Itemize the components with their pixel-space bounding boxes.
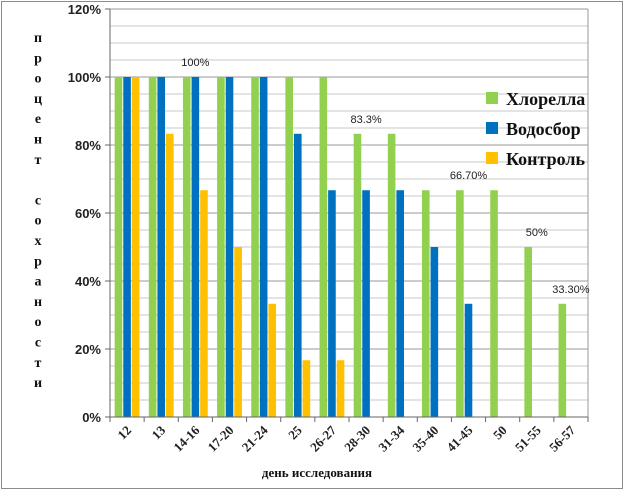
y-axis-label-glyph: ц: [34, 92, 42, 107]
y-tick-label: 60%: [75, 206, 101, 221]
x-tick-label: 26-27: [307, 422, 339, 454]
x-tick-label: 12: [114, 423, 134, 443]
x-tick-label: 28-30: [341, 423, 373, 455]
bar: [464, 303, 473, 417]
bar: [131, 77, 140, 417]
bar: [387, 133, 396, 417]
data-annotation: 33.30%: [552, 284, 590, 296]
y-axis-label-glyph: р: [34, 51, 42, 66]
legend-entry: Водосбор: [506, 119, 581, 139]
y-axis-label-glyph: е: [35, 112, 41, 127]
x-tick-label: 41-45: [444, 422, 476, 454]
bar: [166, 133, 174, 417]
x-tick-labels: 12 13 14-16 17-20 21-24 25 26-27 28-30 31-34 35-4…: [114, 422, 578, 454]
x-tick-label: 13: [149, 422, 169, 442]
gridlines: [110, 8, 589, 418]
y-axis-label-glyph: и: [34, 376, 42, 391]
x-tick-label: 56-57: [546, 422, 578, 454]
bar: [191, 77, 200, 417]
bar: [362, 190, 370, 417]
axes: [105, 8, 589, 422]
y-tick-labels: 0% 20% 40% 60% 80% 100% 120%: [68, 2, 102, 425]
y-tick-label: 80%: [75, 138, 101, 153]
legend-swatch: [486, 152, 498, 164]
y-axis-label-glyph: о: [35, 214, 42, 229]
x-tick-label: 51-55: [512, 422, 544, 454]
bar: [396, 190, 405, 417]
bar: [456, 190, 464, 417]
bar: [268, 303, 277, 417]
data-annotation: 100%: [181, 57, 209, 69]
bar: [430, 247, 439, 417]
x-tick-label: 17-20: [205, 423, 237, 455]
x-tick-label: 21-24: [239, 422, 271, 454]
bar: [302, 360, 311, 417]
y-axis-label-glyph: п: [34, 31, 42, 46]
data-annotation: 66.70%: [450, 170, 488, 182]
legend: Хлорелла Водосбор Контроль: [486, 89, 585, 169]
bar: [234, 247, 242, 417]
x-tick-label: 14-16: [170, 422, 202, 454]
bar: [259, 77, 268, 417]
x-tick-label: 35-40: [409, 423, 441, 455]
bar: [328, 190, 336, 417]
y-axis-label-glyph: н: [34, 295, 42, 310]
y-axis-label-glyph: т: [35, 153, 42, 168]
legend-entry: Хлорелла: [506, 89, 585, 109]
bar: [293, 133, 302, 417]
bar: [490, 190, 498, 417]
bar: [319, 77, 328, 417]
y-tick-label: 20%: [75, 342, 101, 357]
bar: [157, 77, 166, 417]
bar: [558, 303, 567, 417]
y-axis-label-glyph: о: [35, 315, 42, 330]
bar: [421, 190, 430, 417]
data-annotation: 50%: [526, 227, 548, 239]
bar: [251, 77, 259, 417]
y-axis-label-glyph: о: [35, 72, 42, 87]
y-tick-label: 40%: [75, 274, 101, 289]
x-tick-label: 31-34: [375, 422, 407, 454]
bar: [123, 77, 131, 417]
y-axis-label-glyph: х: [35, 234, 42, 249]
y-axis-label-glyph: т: [35, 356, 42, 371]
bar: [200, 190, 208, 417]
bar: [524, 247, 532, 417]
legend-swatch: [486, 122, 498, 134]
x-tick-label: 25: [285, 422, 305, 442]
bars: [114, 77, 567, 417]
y-axis-label-glyph: а: [35, 275, 42, 290]
bar: [285, 77, 293, 417]
y-tick-label: 0%: [82, 410, 101, 425]
bar: [336, 360, 345, 417]
x-tick-label: 50: [490, 423, 510, 443]
data-annotation: 83.3%: [350, 114, 381, 126]
y-axis-label-glyph: р: [34, 254, 42, 269]
annotations: 100% 83.3% 66.70% 50% 33.30%: [181, 57, 590, 296]
bar: [225, 77, 234, 417]
bar: [148, 77, 157, 417]
bar: [217, 77, 225, 417]
y-axis-label-glyph: с: [35, 336, 41, 351]
y-tick-label: 100%: [68, 70, 102, 85]
y-axis-label-glyph: с: [35, 193, 41, 208]
bar: [353, 133, 362, 417]
legend-swatch: [486, 92, 498, 104]
bar: [114, 77, 123, 417]
legend-entry: Контроль: [506, 149, 585, 169]
x-axis-label: день исследования: [262, 465, 372, 480]
y-tick-label: 120%: [68, 2, 102, 17]
y-axis-label-glyph: н: [34, 133, 42, 148]
bar: [182, 77, 191, 417]
